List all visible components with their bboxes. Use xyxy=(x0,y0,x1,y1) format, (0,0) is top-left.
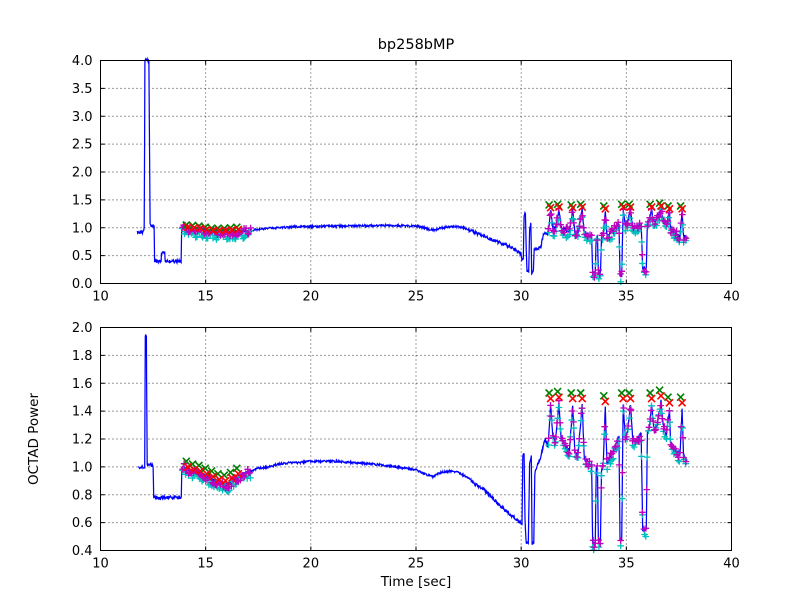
track-points-magenta xyxy=(179,205,690,281)
y-tick-label: 1.0 xyxy=(72,460,93,475)
x-tick-label: 10 xyxy=(92,557,109,572)
y-tick-label: 2.0 xyxy=(72,166,93,181)
y-tick-label: 1.4 xyxy=(72,405,93,420)
detected-peaks-green xyxy=(182,386,685,480)
x-tick-label: 20 xyxy=(303,557,320,572)
detected-peaks-red xyxy=(183,201,687,235)
y-axis-label: OCTAD Power xyxy=(26,393,42,485)
y-tick-label: 1.0 xyxy=(72,221,93,236)
x-tick-label: 15 xyxy=(197,290,214,305)
y-tick-label: 4.0 xyxy=(72,54,93,69)
y-tick-label: 1.6 xyxy=(72,377,93,392)
track-points-cyan xyxy=(178,205,690,286)
x-tick-label: 25 xyxy=(408,557,425,572)
plot-root: 10 15 20 25 30 35 40 0.0 0.5 1.0 1.5 2.0 2.5 3.0 3.5 4.… xyxy=(72,54,740,572)
x-tick-label: 10 xyxy=(92,290,109,305)
track-points-cyan xyxy=(179,402,689,554)
x-tick-label: 25 xyxy=(408,290,425,305)
y-tick-label: 2.0 xyxy=(72,321,93,336)
y-tick-label: 0.8 xyxy=(72,488,93,503)
y-tick-label: 0.4 xyxy=(72,544,93,559)
y-tick-label: 2.5 xyxy=(72,138,93,153)
x-tick-label: 15 xyxy=(197,557,214,572)
panel-bottom: 10 15 20 25 30 35 40 0.4 0.6 0.8 1.0 1.2 1.4 1.6 1.8 2.… xyxy=(72,321,740,572)
track-points-magenta xyxy=(179,397,690,551)
x-tick-label: 20 xyxy=(303,290,320,305)
y-tick-label: 1.2 xyxy=(72,433,93,448)
x-tick-label: 40 xyxy=(723,290,740,305)
y-tick-label: 1.8 xyxy=(72,349,93,364)
x-tick-label: 30 xyxy=(513,557,530,572)
y-tick-label: 3.0 xyxy=(72,110,93,125)
y-tick-label: 3.5 xyxy=(72,82,93,97)
octad-power-trace xyxy=(136,56,688,278)
x-tick-label: 30 xyxy=(513,290,530,305)
panel-top: 10 15 20 25 30 35 40 0.0 0.5 1.0 1.5 2.0 2.5 3.0 3.5 4.… xyxy=(72,54,740,305)
plot-title: bp258bMP xyxy=(378,37,455,53)
x-tick-label: 40 xyxy=(723,557,740,572)
x-tick-label: 35 xyxy=(618,557,635,572)
x-axis-label: Time [sec] xyxy=(380,574,452,590)
y-tick-label: 0.0 xyxy=(72,277,93,292)
x-tick-label: 35 xyxy=(618,290,635,305)
y-tick-label: 1.5 xyxy=(72,193,93,208)
detected-peaks-red xyxy=(183,391,687,485)
y-tick-label: 0.6 xyxy=(72,516,93,531)
y-tick-label: 0.5 xyxy=(72,249,93,264)
